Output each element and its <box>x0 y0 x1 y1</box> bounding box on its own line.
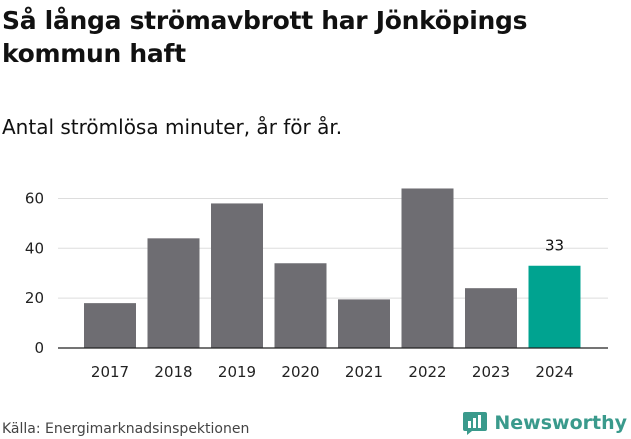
brand-logo[interactable]: Newsworthy <box>462 408 627 438</box>
bar-2022 <box>401 188 454 348</box>
x-tick-label: 2023 <box>472 363 510 381</box>
bar-2020 <box>274 263 327 348</box>
x-tick-label: 2018 <box>154 363 192 381</box>
chart-title: Så långa strömavbrott har Jönköpings kom… <box>2 6 528 68</box>
bar-2024 <box>528 265 581 348</box>
x-tick-label: 2019 <box>218 363 256 381</box>
chart-subtitle: Antal strömlösa minuter, år för år. <box>2 115 343 139</box>
x-tick-label: 2017 <box>91 363 129 381</box>
bar-2018 <box>147 238 200 348</box>
y-tick-label: 40 <box>25 239 44 257</box>
y-tick-label: 60 <box>25 189 44 207</box>
bar-2023 <box>465 288 517 348</box>
brand-name: Newsworthy <box>494 412 627 434</box>
x-tick-label: 2024 <box>535 363 573 381</box>
bars <box>84 188 581 348</box>
source-credit: Källa: Energimarknadsinspektionen <box>2 421 250 437</box>
y-tick-label: 0 <box>34 339 44 357</box>
newsworthy-logo-icon <box>463 412 488 435</box>
gridlines <box>58 197 608 299</box>
bar-2019 <box>211 203 263 348</box>
data-label: 33 <box>545 237 564 255</box>
bar-2017 <box>84 303 136 348</box>
x-tick-label: 2022 <box>408 363 446 381</box>
y-tick-label: 20 <box>25 289 44 307</box>
x-tick-label: 2020 <box>281 363 319 381</box>
bar-2021 <box>338 299 390 348</box>
labels: 0 20 40 60 2017 2018 2019 2020 2021 2022 2023 2024 3… <box>25 189 574 381</box>
x-tick-label: 2021 <box>345 363 383 381</box>
